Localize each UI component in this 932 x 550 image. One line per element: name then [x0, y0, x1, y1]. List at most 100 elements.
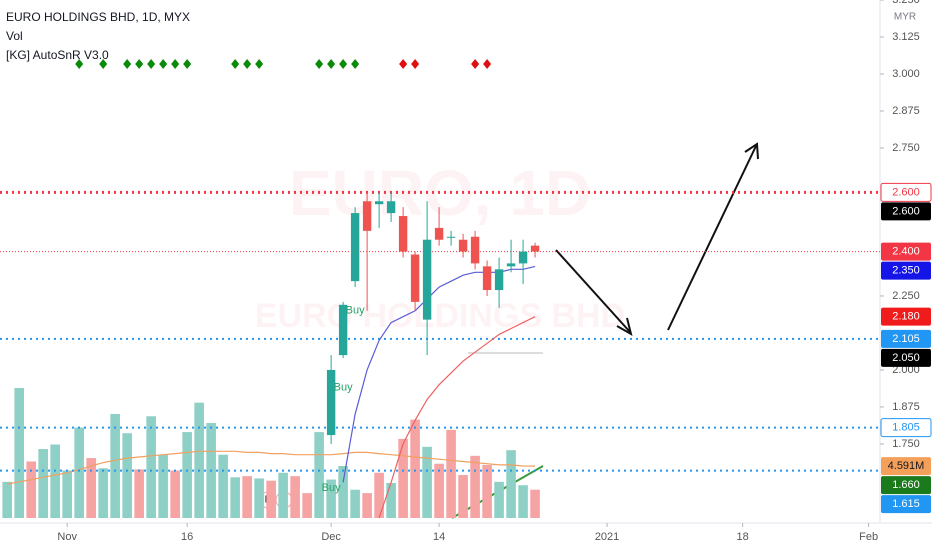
buy-annotation: Buy: [322, 482, 341, 494]
volume-bar: [62, 470, 72, 518]
volume-bar: [278, 472, 288, 518]
signal-diamond: [471, 59, 480, 69]
arrows: [555, 142, 759, 337]
volume-bar: [314, 432, 324, 518]
volume-bar: [470, 455, 480, 518]
candle-body: [470, 236, 480, 264]
volume-bar: [302, 493, 312, 518]
price-label: 1.615: [892, 498, 920, 510]
volume-bar: [122, 433, 132, 518]
arrow-up: [667, 145, 757, 331]
x-tick-label: 16: [181, 531, 193, 543]
signal-diamond: [327, 59, 336, 69]
volume-bar: [458, 475, 468, 518]
volume-bar: [386, 482, 396, 518]
volume-bar: [422, 446, 432, 518]
price-label-bg: [881, 202, 931, 221]
price-label: 2.050: [892, 352, 920, 364]
candle-body: [326, 369, 336, 436]
candle-body: [446, 236, 456, 238]
price-label-bg: [880, 418, 932, 438]
buy-annotation: Buy: [334, 382, 353, 394]
y-tick-label: 1.875: [892, 401, 920, 413]
volume-bar: [254, 478, 264, 518]
candle-body: [386, 201, 396, 214]
volume-bar: [146, 416, 156, 518]
signal-diamond: [135, 59, 144, 69]
price-label: 4.591M: [888, 460, 925, 472]
volume-bar: [194, 402, 204, 518]
volume-bar: [2, 481, 12, 518]
volume-ma: [7, 450, 536, 485]
indicator-label: [KG] AutoSnR V3.0: [6, 48, 109, 62]
volume-bar: [338, 466, 348, 518]
signal-diamond: [147, 59, 156, 69]
volume-bar: [482, 464, 492, 518]
volume-bar: [182, 432, 192, 518]
y-tick-label: 3.000: [892, 68, 920, 80]
volume-bar: [290, 476, 300, 518]
volume-bar: [158, 454, 168, 518]
arrow-down: [555, 249, 631, 333]
y-tick-label: 2.250: [892, 290, 920, 302]
volume-bar: [434, 463, 444, 518]
candle-body: [410, 254, 420, 302]
price-label: 2.600: [892, 186, 920, 198]
volume-bar: [14, 388, 24, 518]
price-label: 1.660: [892, 479, 920, 491]
candle-body: [458, 239, 468, 252]
volume-bar: [350, 489, 360, 518]
candle-body: [482, 266, 492, 291]
signal-diamond: [315, 59, 324, 69]
signal-diamond: [243, 59, 252, 69]
signal-diamond: [171, 59, 180, 69]
volume-bar: [494, 481, 504, 518]
signal-diamond: [75, 59, 84, 69]
volume-bar: [218, 454, 228, 518]
price-label: 2.600: [892, 205, 920, 217]
signal-diamond: [159, 59, 168, 69]
moving-average: [378, 316, 536, 519]
arrow-head: [616, 317, 633, 337]
y-tick-label: 2.875: [892, 105, 920, 117]
price-label: 2.180: [892, 311, 920, 323]
price-label: 1.805: [892, 422, 920, 434]
price-label: 2.350: [892, 264, 920, 276]
volume-bar: [242, 476, 252, 518]
volume-bar: [98, 468, 108, 518]
price-label-bg: [881, 476, 931, 495]
price-label: 2.400: [892, 245, 920, 257]
x-tick-label: 14: [433, 531, 445, 543]
signal-diamond: [411, 59, 420, 69]
candle-body: [422, 239, 432, 320]
price-label-bg: [881, 457, 931, 476]
volume-bar: [398, 438, 408, 518]
volume-bar: [446, 429, 456, 518]
y-tick-label: 3.125: [892, 31, 920, 43]
price-label-bg: [881, 307, 931, 326]
candle-body: [338, 304, 348, 356]
candle-body: [530, 245, 540, 252]
volume-bar: [50, 444, 60, 518]
signal-diamond: [339, 59, 348, 69]
volume-bar: [326, 479, 336, 518]
signal-diamond: [255, 59, 264, 69]
volume-bar: [38, 449, 48, 518]
signal-diamond: [99, 59, 108, 69]
candle-body: [362, 201, 372, 231]
candle-body: [494, 269, 504, 291]
volume-bar: [506, 450, 516, 518]
volume-bar: [530, 489, 540, 518]
signal-diamond: [231, 59, 240, 69]
candle-body: [434, 227, 444, 240]
volume-bar: [170, 470, 180, 518]
volume-bar: [518, 485, 528, 518]
price-label-bg: [881, 261, 931, 280]
price-label-bg: [881, 495, 931, 514]
y-tick-label: 2.750: [892, 142, 920, 154]
x-tick-label: Nov: [57, 531, 77, 543]
volume-bar: [134, 469, 144, 518]
volume-bar: [26, 461, 36, 518]
candle-body: [398, 216, 408, 252]
